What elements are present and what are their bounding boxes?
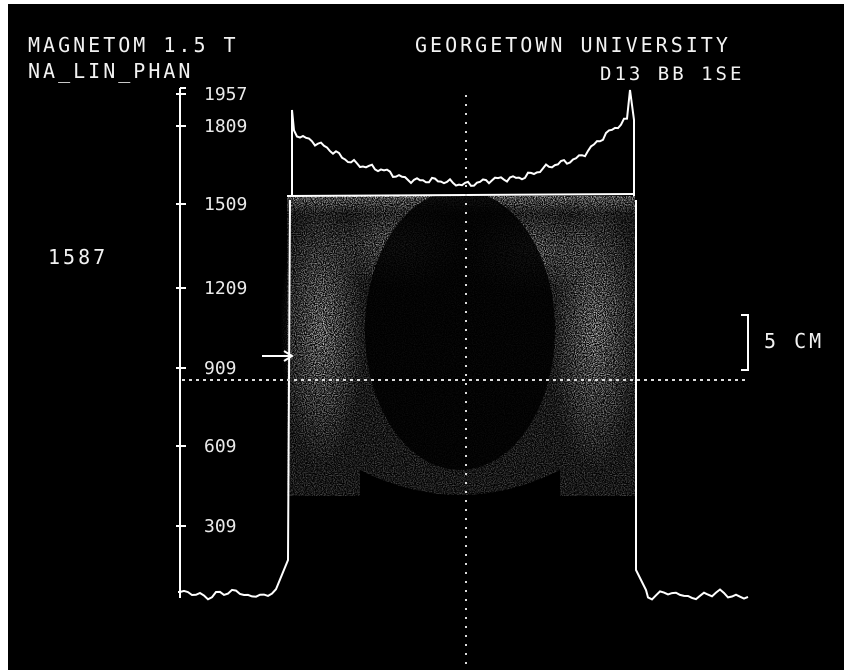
axis-tick-label: 1509: [204, 194, 247, 215]
axis-tick-label: 1809: [204, 116, 247, 137]
scale-bar-label: 5 CM: [764, 329, 824, 353]
institution-label: GEORGETOWN UNIVERSITY: [415, 33, 731, 57]
intensity-axis: 1957 1809 1509 1209 909 609 309: [176, 84, 247, 598]
study-label: NA_LIN_PHAN: [28, 59, 193, 83]
scale-bar: 5 CM: [741, 314, 824, 371]
axis-tick-label: 909: [204, 358, 237, 379]
signal-profile: [178, 89, 749, 601]
axis-tick-label: 1209: [204, 278, 247, 299]
phantom-image: [280, 190, 640, 520]
axis-tick-label: 309: [204, 516, 237, 537]
axis-tick-label: 1957: [204, 84, 247, 105]
level-marker: [262, 350, 294, 362]
axis-tick-label: 609: [204, 436, 237, 457]
series-label: D13 BB 1SE: [600, 63, 744, 85]
side-value: 1587: [48, 245, 108, 269]
scanner-label: MAGNETOM 1.5 T: [28, 33, 239, 57]
